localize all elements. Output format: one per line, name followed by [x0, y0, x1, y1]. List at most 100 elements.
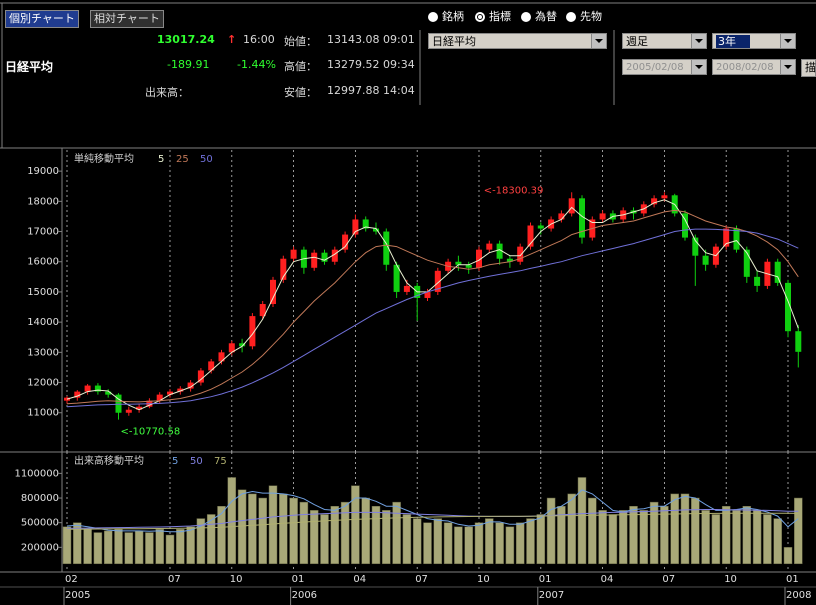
legend-entry: 75 [214, 456, 227, 467]
candle-body [331, 249, 338, 262]
select-text: 日経平均 [432, 35, 476, 48]
volume-bar [732, 510, 741, 565]
dropdown-arrow[interactable] [780, 60, 795, 74]
x-tick-label: 02 [65, 574, 78, 585]
candle-body [156, 394, 163, 401]
y-tick-label: 15000 [27, 287, 59, 298]
candle-body [743, 249, 750, 277]
volume-bar [412, 518, 422, 565]
candle-body [208, 361, 215, 371]
candle-body [682, 213, 688, 238]
range-select[interactable]: 3年 [712, 33, 796, 49]
candle-body [527, 225, 534, 247]
dropdown-arrow[interactable] [591, 34, 606, 48]
candle-body [177, 388, 184, 392]
candle-body [599, 213, 606, 220]
button-text: 描 [805, 61, 816, 74]
ma-line [66, 489, 799, 533]
dropdown-arrow[interactable] [691, 34, 706, 48]
volume-bar [227, 477, 237, 565]
candle-body [352, 219, 359, 235]
candle-body [218, 352, 225, 362]
high: 13279.52 [327, 58, 380, 71]
legend-entry: 5 [172, 456, 178, 467]
radio-option[interactable]: 指標 [475, 10, 511, 24]
draw-button[interactable]: 描 [801, 59, 816, 77]
candle-body [362, 219, 369, 229]
high-time: 09:34 [383, 58, 415, 71]
candle-body [661, 195, 668, 199]
candle-body [733, 228, 740, 250]
volume-bar [145, 532, 154, 565]
x-tick-label: 04 [601, 574, 614, 585]
candle-body [517, 246, 524, 262]
volume-bar [382, 510, 391, 565]
legend-entry: 50 [190, 456, 203, 467]
volume-bar [577, 477, 587, 565]
radio-dot[interactable] [521, 12, 531, 22]
legend-title: 単純移動平均 [74, 152, 134, 165]
candle-body [579, 198, 585, 238]
legend-entry: 50 [200, 154, 213, 165]
radio-dot[interactable] [475, 12, 485, 22]
volume-bar [134, 530, 144, 565]
ma-line [66, 228, 799, 408]
max-annotation: <-18300.39 [484, 185, 544, 196]
radio-dot[interactable] [566, 12, 576, 22]
low-time: 14:04 [383, 84, 415, 97]
volume-bar [495, 522, 504, 565]
volume-bar [485, 518, 494, 565]
y-tick-label: 19000 [27, 166, 59, 177]
volume-bar [567, 493, 576, 565]
volume-bar [114, 529, 123, 565]
legend-title: 出来高移動平均 [74, 454, 144, 467]
candle-body [434, 270, 441, 292]
start-date[interactable]: 2005/02/08 [622, 59, 707, 75]
radio-option[interactable]: 先物 [566, 10, 602, 24]
candle-body [74, 391, 81, 398]
candle-body [136, 406, 143, 410]
volume-bar [474, 522, 484, 565]
candle-body [311, 252, 318, 268]
x-tick-label: 01 [539, 574, 552, 585]
select-text: 2008/02/08 [716, 62, 774, 73]
ma-line [66, 509, 799, 529]
tab[interactable]: 相対チャート [90, 10, 164, 28]
volume-bar [289, 497, 298, 565]
candle-body [785, 282, 791, 332]
candle-body [424, 291, 431, 298]
volume-bar [629, 505, 638, 565]
volume-bar [691, 497, 700, 565]
y-tick-label: 16000 [27, 257, 59, 268]
volume-bar [660, 505, 669, 565]
period-select[interactable]: 週足 [622, 33, 707, 49]
radio-option[interactable]: 銘柄 [428, 10, 464, 24]
end-date[interactable]: 2008/02/08 [712, 59, 796, 75]
volume-bar [196, 518, 206, 565]
volume-bar [721, 505, 731, 565]
radio-option[interactable]: 為替 [521, 10, 557, 24]
candle-body [280, 258, 287, 280]
x-tick-label: 07 [415, 574, 428, 585]
volume-bar [206, 514, 216, 565]
volume-bar [546, 497, 556, 565]
volume-bar [124, 532, 134, 565]
volume-bar [639, 510, 649, 565]
candle-body [723, 228, 730, 247]
candle-body [259, 304, 266, 317]
candle-body [105, 391, 112, 395]
x-tick-label: 04 [353, 574, 366, 585]
volume-bar [608, 514, 618, 565]
dropdown-arrow[interactable] [691, 60, 706, 74]
tab[interactable]: 個別チャート [5, 10, 79, 28]
volume-bar [83, 529, 92, 565]
volume-bar [783, 547, 793, 565]
radio-label: 指標 [489, 10, 511, 23]
radio-dot[interactable] [428, 12, 438, 22]
volume-bar [330, 505, 340, 565]
index-select[interactable]: 日経平均 [428, 33, 607, 49]
candle-body [496, 243, 503, 259]
change: -189.91 [167, 58, 210, 71]
dropdown-arrow[interactable] [780, 34, 795, 48]
candle-body [373, 228, 379, 232]
